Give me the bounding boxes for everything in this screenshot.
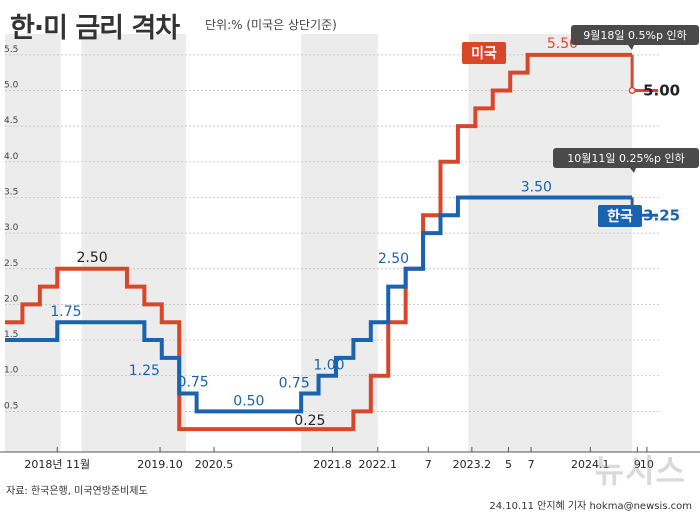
y-tick-label-5: 3.0 (4, 223, 19, 233)
value-label-5: 1.25 (129, 363, 160, 379)
annotation-text-0: 9월18일 0.5%p 인하 (583, 28, 686, 42)
credit-line: 24.10.11 안지혜 기자 hokma@newsis.com (489, 501, 692, 512)
series-line-1 (5, 195, 633, 414)
y-tick-label-7: 4.0 (4, 152, 19, 162)
y-tick-label-2: 1.5 (4, 330, 18, 340)
x-tick-label-4: 2022.1 (359, 458, 398, 471)
series-cut-marker-0 (628, 87, 636, 94)
annotation-pointer-0 (628, 45, 634, 50)
x-tick-label-2: 2020.5 (195, 458, 234, 471)
value-label-8: 0.75 (279, 376, 310, 392)
legend-label-0: 미국 (471, 46, 497, 62)
annotation-pointer-1 (630, 168, 636, 173)
chart-title: 한·미 금리 격차 (10, 13, 180, 44)
x-tick-label-9: 2024.1 (571, 458, 610, 471)
year-band-2 (301, 34, 378, 452)
source-note: 자료: 한국은행, 미국연방준비제도 (6, 486, 148, 497)
x-tick-label-3: 2021.8 (313, 458, 352, 471)
value-label-4: 1.75 (50, 304, 81, 320)
x-tick-label-6: 2023.2 (453, 458, 492, 471)
value-label-12: 3.25 (643, 206, 680, 224)
value-label-7: 0.50 (233, 393, 264, 409)
year-band-0 (5, 34, 61, 452)
value-label-2: 5.50 (547, 36, 578, 52)
x-tick-label-10: 9 (634, 458, 641, 471)
y-tick-label-9: 5.0 (4, 81, 19, 91)
value-label-1: 0.25 (294, 413, 325, 429)
y-tick-label-8: 4.5 (4, 116, 18, 126)
year-band-3 (468, 34, 633, 452)
y-tick-label-4: 2.5 (4, 259, 18, 269)
year-band-1 (81, 34, 187, 452)
value-label-3: 5.00 (643, 82, 680, 100)
value-label-6: 0.75 (178, 375, 209, 391)
y-tick-label-1: 1.0 (4, 366, 19, 376)
watermark: 뉴시스 (594, 452, 686, 490)
legend-tag-0: 미국 (462, 42, 506, 64)
y-tick-label-3: 2.0 (4, 294, 19, 304)
value-label-0: 2.50 (77, 250, 108, 266)
annotation-text-1: 10월11일 0.25%p 인하 (567, 151, 684, 165)
value-label-11: 3.50 (521, 179, 552, 195)
x-tick-label-1: 2019.10 (137, 458, 183, 471)
legend-label-1: 한국 (607, 209, 633, 225)
annotation-box-0 (571, 25, 699, 45)
legend-swatch-0 (462, 42, 506, 64)
annotation-box-1 (553, 148, 699, 168)
x-tick-label-0: 2018년 11월 (24, 458, 90, 471)
x-tick-label-7: 5 (505, 458, 512, 471)
legend-tag-1: 한국 (598, 205, 642, 227)
unit-note: 단위:% (미국은 상단기준) (205, 18, 337, 32)
legend-swatch-1 (598, 205, 642, 227)
x-tick-label-8: 7 (528, 458, 535, 471)
y-tick-label-10: 5.5 (4, 45, 18, 55)
value-label-9: 1.00 (313, 358, 344, 374)
y-tick-label-6: 3.5 (4, 187, 18, 197)
y-tick-label-0: 0.5 (4, 401, 18, 411)
x-tick-label-11: 10 (640, 458, 654, 471)
value-label-10: 2.50 (378, 251, 409, 267)
x-tick-label-5: 7 (425, 458, 432, 471)
series-line-0 (5, 52, 633, 432)
